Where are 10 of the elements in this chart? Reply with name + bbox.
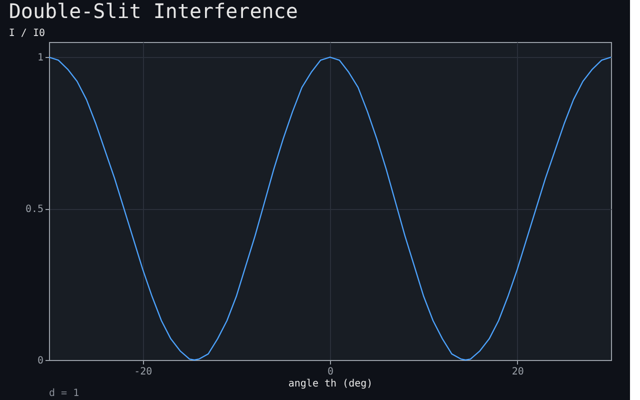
y-tick-label: 1 bbox=[37, 52, 44, 64]
x-tick-label: 0 bbox=[327, 366, 334, 378]
text: d = 1 bbox=[49, 388, 80, 399]
y-tick-label: 0.5 bbox=[25, 204, 44, 216]
x-tick-label: -20 bbox=[134, 366, 152, 378]
y-axis-title: I / I0 bbox=[8, 28, 45, 39]
chart-title: Double-Slit Interference bbox=[8, 0, 298, 23]
x-axis-title: angle th (deg) bbox=[288, 378, 373, 390]
y-tick-label: 0 bbox=[37, 356, 44, 366]
x-tick-label: 20 bbox=[512, 366, 524, 378]
